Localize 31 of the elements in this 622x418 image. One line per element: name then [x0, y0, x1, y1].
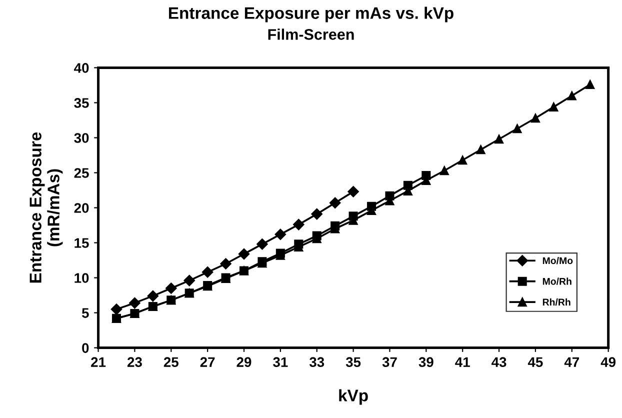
x-tick-label: 41 — [455, 357, 470, 367]
chart-subtitle: Film-Screen — [268, 28, 354, 40]
y-tick-label: 5 — [82, 308, 89, 318]
y-tick-label: 20 — [74, 203, 89, 213]
y-tick-label: 15 — [74, 238, 89, 248]
x-tick-label: 33 — [309, 357, 324, 368]
chart-title: Entrance Exposure per mAs vs. kVp — [169, 6, 454, 22]
y-tick-label: 40 — [74, 63, 89, 73]
x-axis-title: kVp — [339, 389, 368, 405]
y-tick-label: 0 — [82, 343, 89, 353]
x-tick-label: 47 — [564, 357, 579, 367]
x-tick-label: 25 — [164, 357, 178, 368]
x-tick-label: 35 — [346, 357, 361, 368]
x-tick-label: 29 — [236, 357, 252, 368]
x-tick-label: 31 — [273, 357, 288, 368]
x-tick-label: 39 — [418, 357, 434, 368]
x-tick-label: 43 — [492, 357, 506, 368]
x-tick-label: 37 — [382, 357, 397, 368]
legend-label: Mo/Rh — [542, 278, 572, 285]
y-tick-label: 35 — [74, 98, 89, 108]
legend-label: Mo/Mo — [542, 256, 573, 264]
y-tick-label: 25 — [74, 168, 89, 178]
x-tick-label: 21 — [91, 357, 106, 367]
x-tick-label: 49 — [600, 357, 616, 368]
y-tick-label: 10 — [74, 273, 89, 283]
legend-label: Rh/Rh — [542, 298, 570, 306]
x-tick-label: 45 — [528, 357, 543, 368]
x-tick-label: 23 — [127, 357, 142, 368]
y-tick-label: 30 — [74, 133, 89, 143]
y-axis-title: Entrance Exposure (mR/mAs) — [30, 132, 63, 283]
x-tick-label: 27 — [200, 357, 215, 367]
